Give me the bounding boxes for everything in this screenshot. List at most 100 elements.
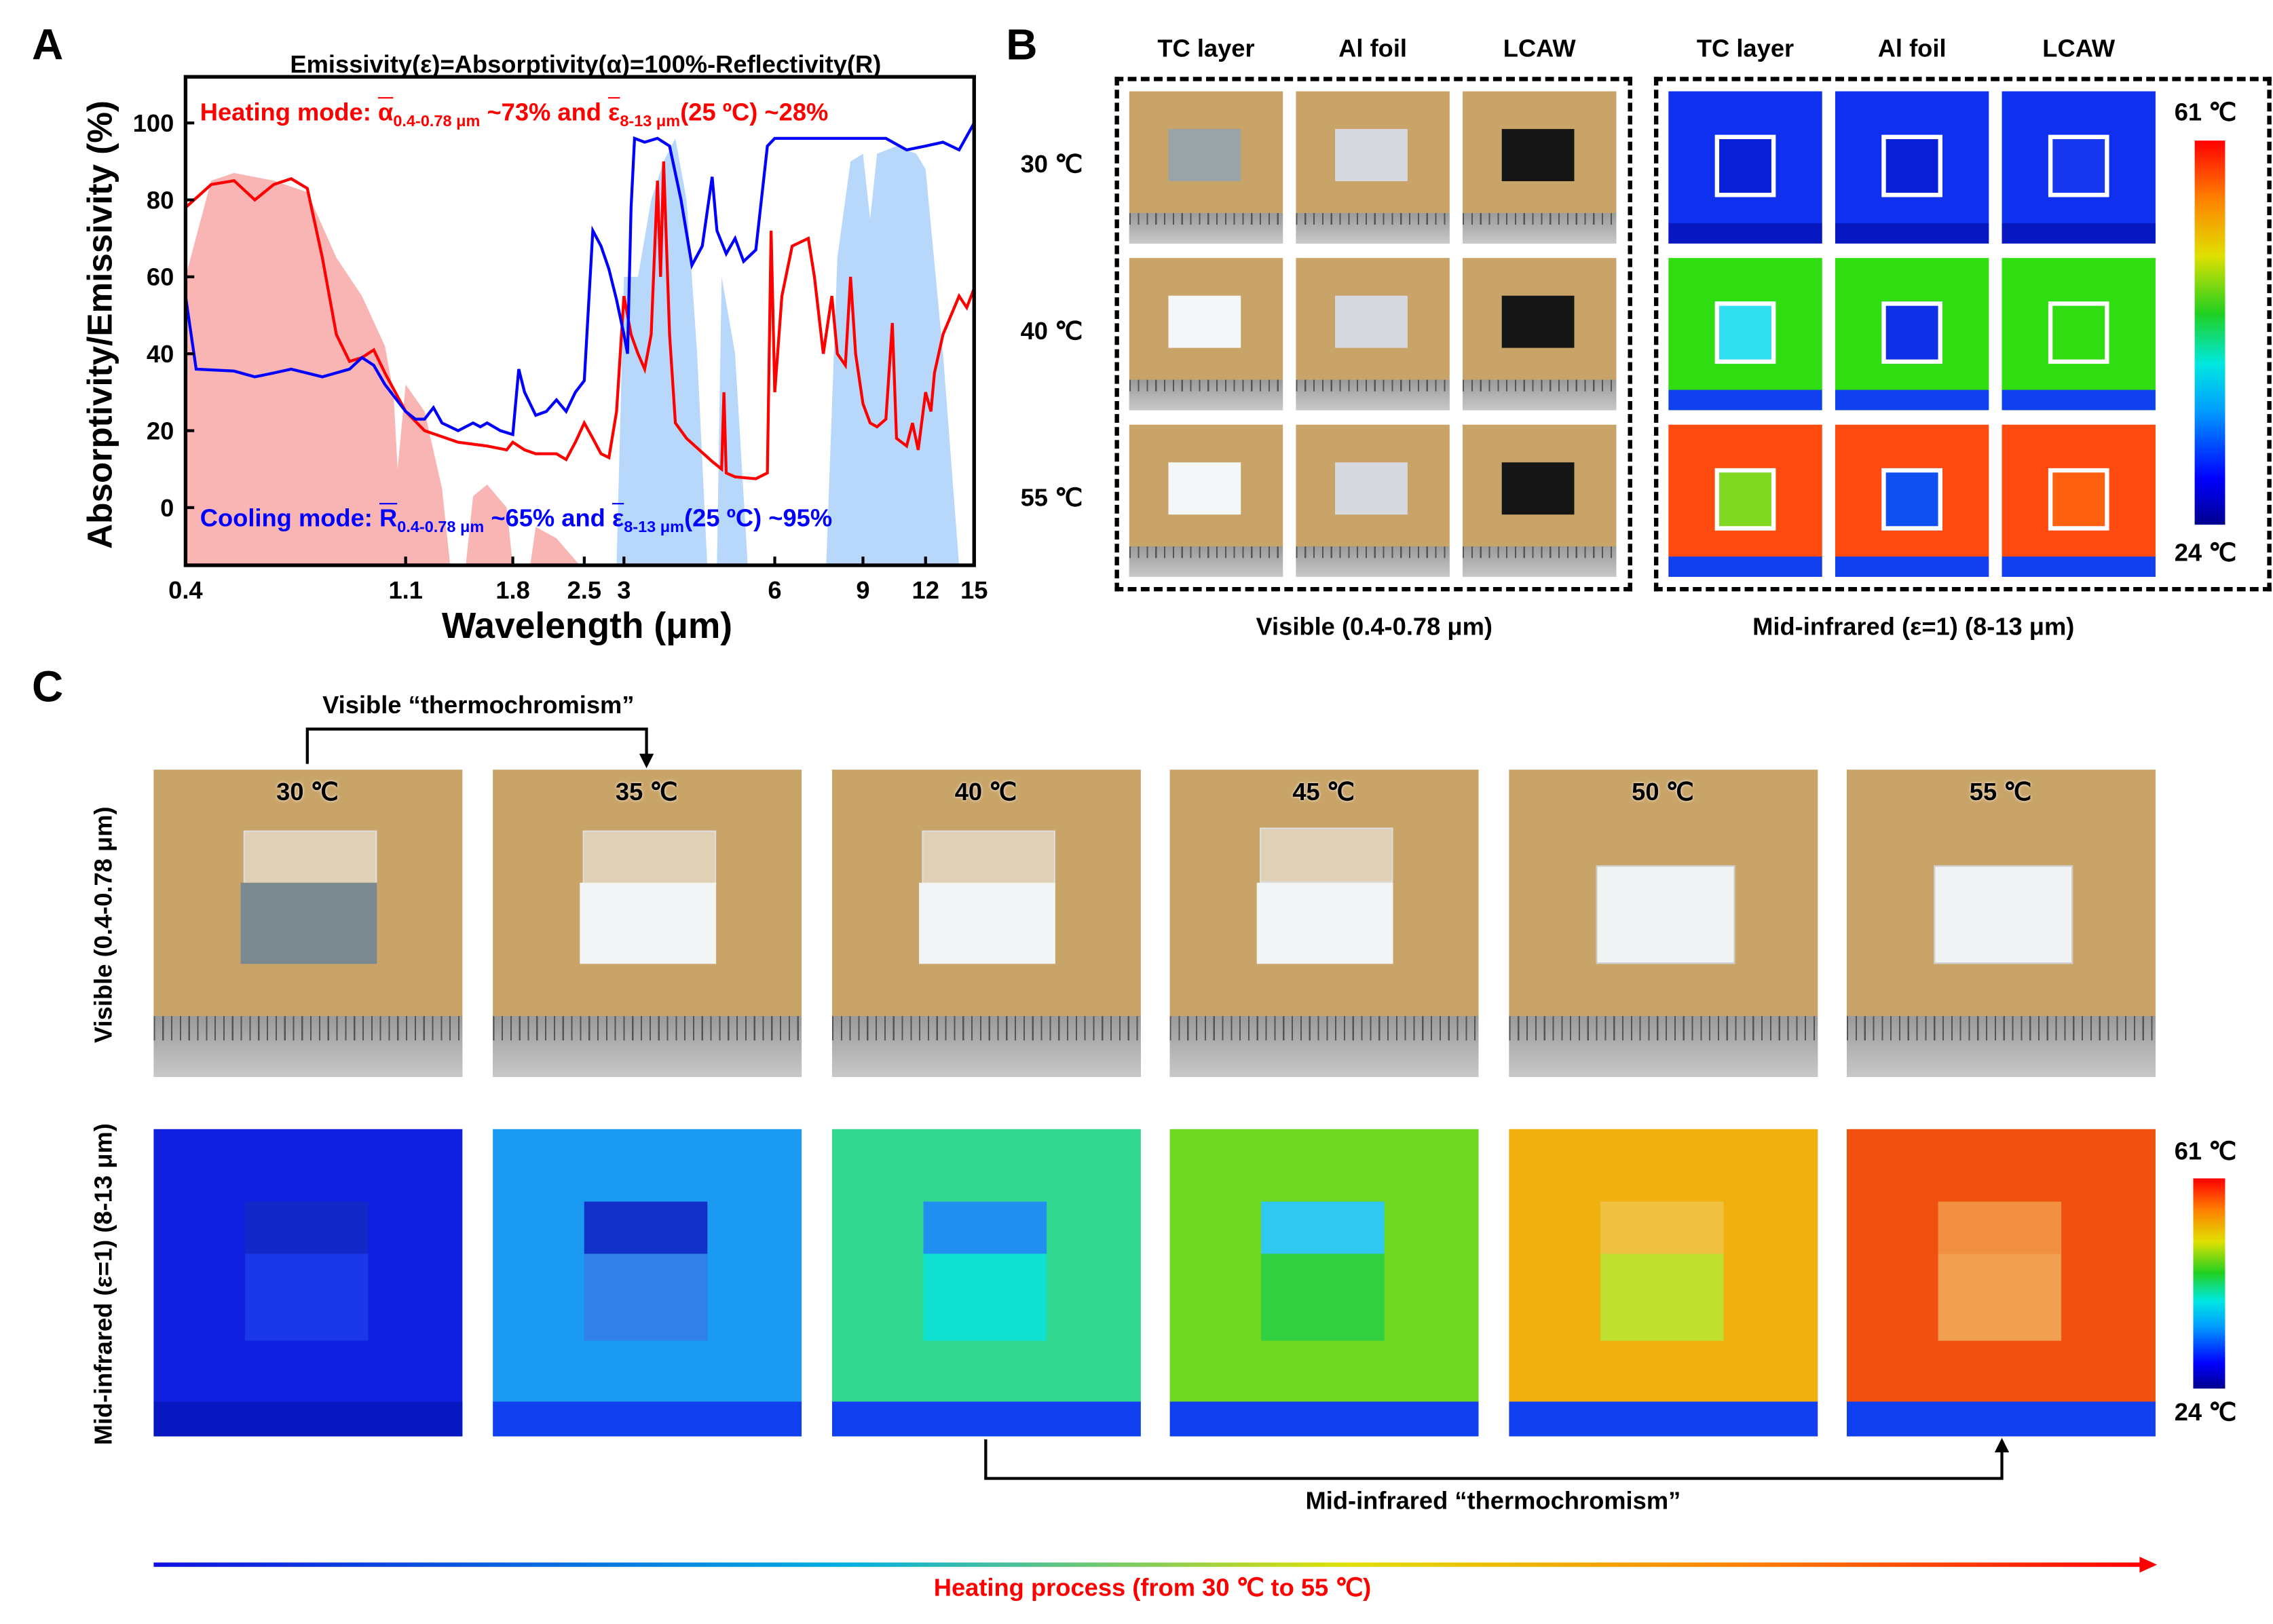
ruler-thermal [153, 1401, 463, 1437]
sample-bottom [1261, 1253, 1385, 1341]
sample-outline [1881, 134, 1942, 197]
ruler-thermal [1835, 390, 1989, 411]
visible-caption: Visible (0.4-0.78 μm) [1256, 613, 1492, 641]
thermal-image [1668, 424, 1822, 578]
ruler [1463, 546, 1617, 578]
sample [1501, 295, 1575, 348]
y-tick-label: 100 [133, 109, 174, 137]
sample-bottom [244, 1253, 369, 1341]
visible-photo [1129, 424, 1283, 578]
visible-photo: 50 ℃ [1509, 770, 1818, 1077]
x-tick-label: 3 [617, 576, 631, 604]
ir-group-box [1653, 77, 2272, 592]
colorbar-b-min: 24 ℃ [2174, 539, 2236, 567]
series-line-0 [184, 161, 976, 480]
alpha-symbol: α [378, 98, 394, 126]
ruler-thermal [1835, 223, 1989, 244]
thermal-image [2002, 424, 2156, 578]
thermal-image [1835, 91, 1989, 244]
sample [240, 882, 377, 964]
ruler [1169, 1015, 1479, 1077]
sample [1501, 462, 1575, 515]
thermal-image [831, 1129, 1141, 1437]
temperature-label: 55 ℃ [1969, 778, 2032, 806]
colorbar-b [2194, 140, 2225, 525]
ruler [1296, 379, 1450, 411]
column-header-visible: LCAW [1503, 35, 1576, 62]
x-tick-label: 2.5 [567, 576, 601, 604]
colorbar-c-min: 24 ℃ [2174, 1399, 2236, 1427]
sample-top [1938, 1201, 2062, 1254]
temperature-label: 50 ℃ [1632, 778, 1694, 806]
ruler [1129, 379, 1283, 411]
ruler-thermal [1668, 556, 1822, 578]
sample-outline [1714, 301, 1776, 364]
sample-outline [2048, 301, 2109, 364]
colorbar-b-max: 61 ℃ [2174, 98, 2236, 126]
series-line-1 [184, 122, 976, 437]
colorbar-c-max: 61 ℃ [2174, 1137, 2236, 1166]
shaded-area-1 [616, 138, 960, 565]
x-tick-label: 9 [856, 576, 869, 604]
ruler-thermal [493, 1401, 802, 1437]
thermal-image [1668, 258, 1822, 411]
thermal-image [1668, 91, 1822, 244]
visible-photo [1463, 91, 1617, 244]
sample [580, 882, 717, 964]
visible-bracket [305, 728, 648, 764]
sample-outline [1714, 134, 1776, 197]
sample-bottom [923, 1253, 1047, 1341]
temperature-label: 45 ℃ [1292, 778, 1355, 806]
column-header-visible: Al foil [1338, 35, 1408, 62]
visible-photo [1296, 91, 1450, 244]
ruler [1509, 1015, 1818, 1077]
sample [919, 882, 1055, 964]
ruler [1463, 212, 1617, 244]
arrow-head-icon [639, 753, 654, 768]
thermal-image [1509, 1129, 1818, 1437]
visible-photo [1463, 258, 1617, 411]
heating-arrow-head-icon [2139, 1556, 2158, 1573]
y-tick-label: 80 [147, 186, 174, 214]
visible-photo [1129, 91, 1283, 244]
thermal-image [153, 1129, 463, 1437]
sample-top [584, 1201, 708, 1254]
visible-photo: 55 ℃ [1847, 770, 2156, 1077]
r-subscript: 0.4-0.78 μm [397, 518, 485, 537]
heating-process-label: Heating process (from 30 ℃ to 55 ℃) [933, 1574, 1372, 1602]
ruler-thermal [1169, 1401, 1479, 1437]
visible-photo [1296, 424, 1450, 578]
visible-photo: 45 ℃ [1169, 770, 1479, 1077]
y-tick-label: 20 [147, 417, 174, 445]
panel-label-b: B [1006, 22, 1038, 70]
column-header-ir: TC layer [1696, 35, 1795, 62]
ruler-thermal [831, 1401, 1141, 1437]
ruler-thermal [1847, 1401, 2156, 1437]
tape [922, 830, 1055, 886]
visible-row-label: Visible (0.4-0.78 μm) [90, 806, 117, 1043]
colorbar-c [2193, 1178, 2225, 1389]
sample [1501, 129, 1575, 181]
ruler [1129, 546, 1283, 578]
alpha-subscript: 0.4-0.78 μm [393, 113, 481, 131]
x-tick-label: 6 [768, 576, 781, 604]
row-label-temperature: 40 ℃ [1020, 317, 1083, 345]
sample-bottom [1600, 1253, 1724, 1341]
sample [1335, 462, 1408, 515]
plot-frame [183, 75, 976, 567]
heating-prefix: Heating mode: [200, 98, 371, 126]
visible-photo: 40 ℃ [831, 770, 1141, 1077]
sample [1335, 295, 1408, 348]
temperature-label: 40 ℃ [954, 778, 1017, 806]
ir-bracket-label: Mid-infrared “thermochromism” [1305, 1487, 1681, 1515]
x-axis-label: Wavelength (μm) [441, 605, 733, 647]
ir-caption: Mid-infrared (ε=1) (8-13 μm) [1752, 613, 2075, 641]
x-tick-label: 12 [912, 576, 939, 604]
cooling-mode-annotation: Cooling mode: R0.4-0.78 μm ~65% and ε8-1… [200, 504, 832, 536]
sample-outline [1881, 468, 1942, 531]
sample-outline [2048, 468, 2109, 531]
thermal-image [493, 1129, 802, 1437]
heating-arrow [153, 1562, 2143, 1567]
